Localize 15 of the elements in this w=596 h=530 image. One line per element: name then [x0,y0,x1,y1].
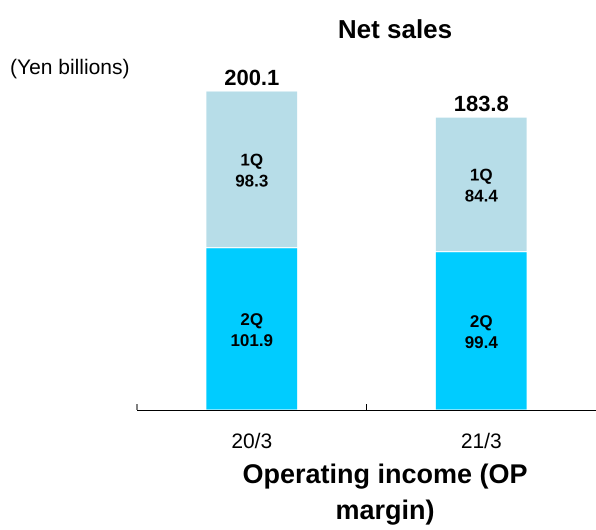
text: Operating income (OP margin) [242,459,528,525]
total-label: 183.8 [454,91,509,116]
series-label: 1Q [240,150,264,170]
x-tick-label: 21/3 [460,430,502,453]
data-label: 84.4 [464,186,498,206]
total-label: 200.1 [224,65,280,90]
data-label: 99.4 [464,332,498,352]
text: 2Q [470,312,493,331]
data-label: 101.9 [230,330,274,350]
text: (Yen billions) [10,56,130,79]
text: 1Q [470,165,493,184]
chart-title: Net sales [338,14,452,44]
data-label: 98.3 [235,171,268,190]
x-tick-label: 20/3 [231,430,272,453]
series-label: 2Q [240,310,264,329]
